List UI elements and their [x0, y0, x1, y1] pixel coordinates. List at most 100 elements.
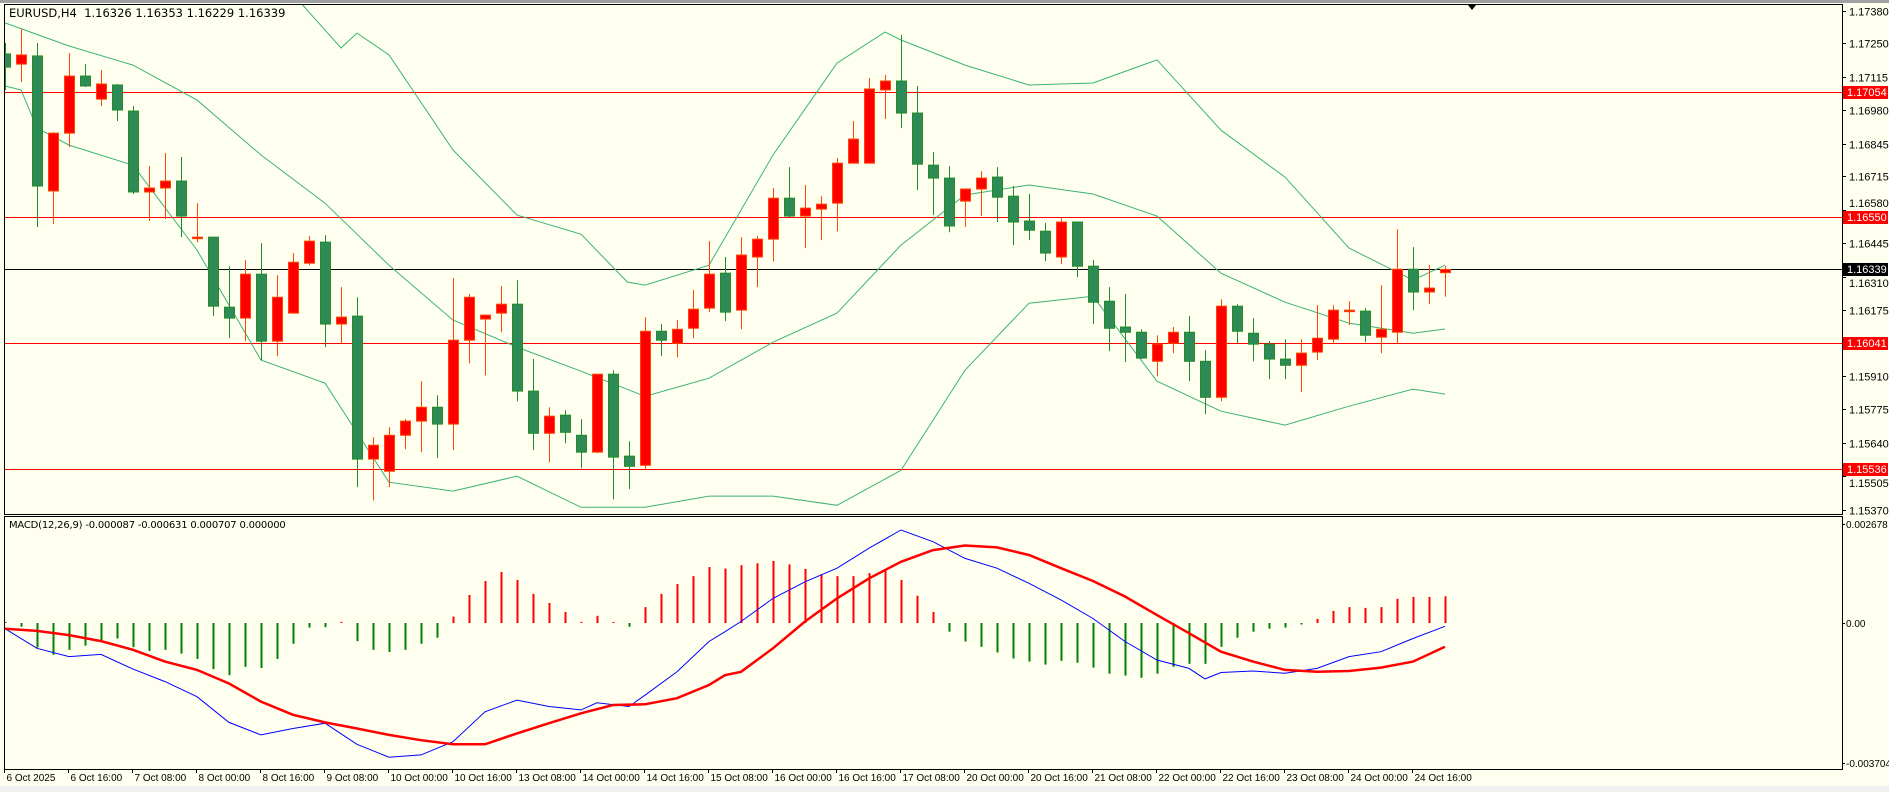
chart-shift-marker-icon[interactable]: [1468, 5, 1476, 10]
candle-9[interactable]: [144, 166, 155, 222]
candle-88[interactable]: [1408, 247, 1419, 311]
candle-39[interactable]: [624, 441, 635, 490]
candle-41[interactable]: [656, 324, 667, 357]
candle-52[interactable]: [832, 157, 843, 232]
candle-12[interactable]: [192, 203, 203, 243]
candle-20[interactable]: [320, 235, 331, 348]
candle-42[interactable]: [672, 320, 683, 358]
candle-19[interactable]: [304, 236, 315, 266]
candle-45[interactable]: [720, 257, 731, 322]
candle-47[interactable]: [752, 236, 763, 288]
candle-70[interactable]: [1120, 294, 1131, 363]
candle-77[interactable]: [1232, 304, 1243, 344]
price-tick-label: 1.16715: [1849, 172, 1889, 184]
candle-85[interactable]: [1360, 308, 1371, 343]
candle-21[interactable]: [336, 287, 347, 344]
candle-26[interactable]: [416, 381, 427, 453]
price-panel[interactable]: [1, 0, 1843, 508]
candle-44[interactable]: [704, 241, 715, 313]
candle-14[interactable]: [224, 266, 235, 339]
candle-78[interactable]: [1248, 318, 1259, 362]
candle-87[interactable]: [1392, 229, 1403, 344]
candle-37[interactable]: [592, 373, 603, 454]
candle-89[interactable]: [1424, 265, 1435, 305]
candle-86[interactable]: [1376, 285, 1387, 354]
candle-83[interactable]: [1328, 305, 1339, 345]
candle-66[interactable]: [1056, 218, 1067, 265]
candle-17[interactable]: [272, 275, 283, 357]
candle-72[interactable]: [1152, 335, 1163, 377]
candle-43[interactable]: [688, 290, 699, 339]
candle-81[interactable]: [1296, 339, 1307, 393]
candle-30[interactable]: [480, 314, 491, 376]
candle-13[interactable]: [208, 236, 219, 317]
candle-79[interactable]: [1264, 341, 1275, 380]
candle-55[interactable]: [880, 75, 891, 119]
candle-0[interactable]: [1, 43, 11, 90]
candle-32[interactable]: [512, 280, 523, 402]
candle-82[interactable]: [1312, 305, 1323, 361]
candle-49[interactable]: [784, 167, 795, 218]
candle-28[interactable]: [448, 278, 459, 451]
candle-25[interactable]: [400, 419, 411, 450]
price-tick-label: 1.17115: [1849, 73, 1888, 85]
candle-11[interactable]: [176, 156, 187, 238]
candle-1[interactable]: [16, 29, 27, 83]
candle-58[interactable]: [928, 152, 939, 216]
candle-4[interactable]: [64, 52, 75, 148]
candle-7[interactable]: [112, 83, 123, 121]
candle-74[interactable]: [1184, 316, 1195, 382]
candle-33[interactable]: [528, 359, 539, 451]
candle-27[interactable]: [432, 395, 443, 459]
candle-40[interactable]: [640, 317, 651, 470]
candle-48[interactable]: [768, 188, 779, 262]
candle-24[interactable]: [384, 427, 395, 488]
candle-69[interactable]: [1104, 287, 1115, 352]
candle-63[interactable]: [1008, 186, 1019, 246]
candle-64[interactable]: [1024, 193, 1035, 241]
candle-65[interactable]: [1040, 223, 1051, 262]
candle-body: [544, 415, 555, 434]
candle-10[interactable]: [160, 153, 171, 220]
candle-56[interactable]: [896, 35, 907, 129]
candle-73[interactable]: [1168, 327, 1179, 354]
candle-6[interactable]: [96, 70, 107, 107]
candle-75[interactable]: [1200, 350, 1211, 415]
candle-34[interactable]: [544, 407, 555, 463]
candle-16[interactable]: [256, 243, 267, 361]
candle-76[interactable]: [1216, 299, 1227, 402]
candle-3[interactable]: [48, 132, 59, 225]
candle-29[interactable]: [464, 294, 475, 364]
candle-60[interactable]: [960, 188, 971, 227]
candle-18[interactable]: [288, 253, 299, 314]
candle-31[interactable]: [496, 286, 507, 333]
candle-5[interactable]: [80, 64, 91, 87]
candle-53[interactable]: [848, 120, 859, 164]
candle-50[interactable]: [800, 185, 811, 249]
candle-body: [384, 434, 395, 472]
candle-62[interactable]: [992, 167, 1003, 223]
candle-90[interactable]: [1440, 265, 1451, 297]
macd-panel[interactable]: [4, 529, 1447, 758]
candle-57[interactable]: [912, 85, 923, 190]
candle-71[interactable]: [1136, 329, 1147, 360]
candle-35[interactable]: [560, 410, 571, 444]
candle-61[interactable]: [976, 171, 987, 217]
candle-15[interactable]: [240, 260, 251, 342]
candle-36[interactable]: [576, 419, 587, 469]
candle-22[interactable]: [352, 297, 363, 488]
candle-54[interactable]: [864, 78, 875, 164]
candle-80[interactable]: [1280, 339, 1291, 380]
candle-body: [912, 112, 923, 165]
candle-46[interactable]: [736, 237, 747, 330]
candle-8[interactable]: [128, 106, 139, 194]
candle-38[interactable]: [608, 370, 619, 500]
candle-51[interactable]: [816, 196, 827, 241]
candle-84[interactable]: [1344, 301, 1355, 326]
candle-23[interactable]: [368, 437, 379, 501]
candle-67[interactable]: [1072, 221, 1083, 278]
candle-68[interactable]: [1088, 260, 1099, 325]
candle-59[interactable]: [944, 166, 955, 233]
candle-2[interactable]: [32, 43, 43, 227]
